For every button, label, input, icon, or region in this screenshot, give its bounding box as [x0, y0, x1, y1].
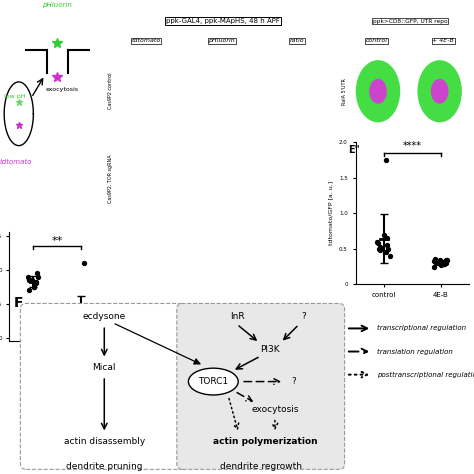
Text: Cas9P2, TOR sgRNA: Cas9P2, TOR sgRNA — [108, 155, 113, 203]
Text: TORC1: TORC1 — [198, 377, 228, 386]
Text: dendrite pruning: dendrite pruning — [66, 462, 143, 471]
Text: tdtomato: tdtomato — [0, 159, 32, 165]
Point — [81, 312, 89, 320]
Text: ?: ? — [292, 377, 296, 386]
Point — [376, 246, 384, 254]
Text: actin polymerization: actin polymerization — [213, 437, 318, 446]
Ellipse shape — [369, 79, 387, 104]
Text: RalA 5'UTR: RalA 5'UTR — [342, 78, 347, 105]
Point — [79, 308, 86, 316]
Point — [374, 238, 381, 246]
Point — [440, 261, 447, 268]
Text: transcriptional regulation: transcriptional regulation — [377, 325, 466, 331]
Text: B": B" — [269, 52, 280, 61]
Point — [437, 260, 445, 267]
FancyBboxPatch shape — [20, 303, 188, 469]
Point — [24, 273, 32, 280]
Point — [382, 248, 390, 256]
Text: Mical: Mical — [92, 363, 116, 372]
Point — [433, 259, 440, 267]
Text: dendrite regrowth: dendrite regrowth — [220, 462, 301, 471]
Point — [80, 311, 87, 319]
Text: control: control — [366, 38, 388, 43]
Text: E': E' — [413, 52, 421, 61]
Text: F: F — [14, 296, 24, 310]
Text: exocytosis: exocytosis — [46, 87, 79, 92]
Point — [77, 305, 85, 313]
Point — [72, 316, 79, 323]
Point — [442, 256, 449, 264]
Point — [75, 315, 82, 323]
Point — [437, 256, 444, 264]
Ellipse shape — [356, 60, 400, 122]
Point — [28, 276, 36, 284]
Text: ppk-GAL4, ppk-MApHS, 48 h APF: ppk-GAL4, ppk-MApHS, 48 h APF — [166, 18, 280, 24]
Text: ratio: ratio — [290, 38, 305, 43]
Text: pHluorin: pHluorin — [42, 2, 73, 8]
Point — [437, 262, 445, 269]
Text: translation regulation: translation regulation — [377, 348, 453, 355]
Point — [374, 239, 382, 247]
Point — [32, 278, 39, 286]
Text: ecdysone: ecdysone — [82, 312, 126, 321]
Point — [34, 269, 41, 277]
Point — [30, 283, 38, 291]
Point — [376, 244, 383, 251]
Text: PI3K: PI3K — [260, 345, 280, 354]
Point — [443, 256, 451, 264]
FancyBboxPatch shape — [177, 303, 345, 469]
Point — [73, 314, 80, 321]
Text: ppk>CD8::GFP, UTR repo: ppk>CD8::GFP, UTR repo — [373, 19, 447, 24]
Point — [442, 259, 449, 266]
Text: B: B — [118, 52, 124, 61]
Text: C': C' — [193, 140, 202, 149]
Point — [73, 307, 80, 314]
Text: exocytosis: exocytosis — [251, 405, 299, 414]
Text: InR: InR — [230, 312, 244, 321]
Point — [430, 257, 438, 264]
Point — [440, 261, 448, 268]
Point — [32, 280, 40, 287]
Text: C: C — [118, 140, 124, 149]
Text: Cas9P2 control: Cas9P2 control — [108, 73, 113, 109]
Text: **: ** — [51, 236, 63, 246]
Text: actin disassembly: actin disassembly — [64, 437, 145, 446]
Point — [432, 255, 439, 263]
Ellipse shape — [418, 60, 462, 122]
Y-axis label: tdtomato/GFP [a. u.]: tdtomato/GFP [a. u.] — [328, 181, 334, 246]
Point — [384, 235, 392, 242]
Point — [386, 252, 394, 260]
Text: tdtomato: tdtomato — [131, 38, 160, 43]
Point — [383, 242, 391, 249]
Text: E": E" — [348, 145, 360, 155]
Point — [375, 245, 383, 253]
Text: ?: ? — [301, 312, 306, 321]
Point — [442, 259, 450, 267]
Ellipse shape — [188, 368, 238, 395]
Point — [74, 310, 82, 318]
Point — [75, 310, 83, 317]
Text: pHluorin: pHluorin — [208, 38, 235, 43]
Point — [80, 259, 88, 267]
Point — [35, 273, 42, 280]
Point — [436, 258, 444, 265]
Text: posttranscriptional regulation: posttranscriptional regulation — [377, 372, 474, 378]
Text: B': B' — [193, 52, 202, 61]
Text: low pH: low pH — [4, 94, 26, 99]
Point — [430, 263, 438, 270]
Ellipse shape — [431, 79, 448, 104]
Point — [26, 276, 33, 284]
Text: C": C" — [269, 140, 280, 149]
Point — [26, 286, 33, 294]
Point — [30, 283, 38, 291]
Point — [384, 245, 392, 253]
Point — [380, 231, 388, 238]
Text: E: E — [351, 52, 357, 61]
Point — [383, 156, 390, 164]
Text: ****: **** — [403, 141, 422, 151]
Point — [78, 317, 86, 325]
Text: + 4E-B: + 4E-B — [432, 38, 454, 43]
